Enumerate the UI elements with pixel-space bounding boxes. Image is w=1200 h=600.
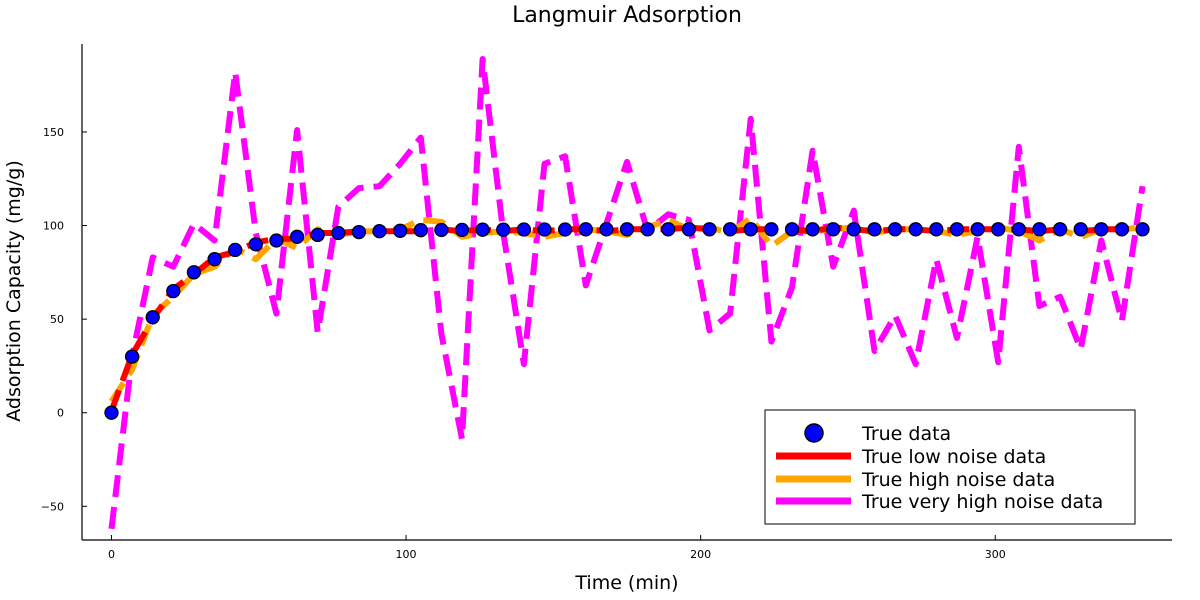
- x-axis-label: Time (min): [574, 572, 678, 594]
- true-data-point: [1011, 222, 1026, 237]
- true-data-point: [186, 265, 202, 280]
- true-data-point: [887, 222, 903, 237]
- true-data-point: [599, 222, 614, 237]
- true-data-point: [743, 222, 758, 237]
- true-data-point: [991, 222, 1006, 237]
- true-data-point: [351, 224, 367, 240]
- y-tick-label: −50: [41, 500, 64, 513]
- y-axis-label: Adsorption Capacity (mg/g): [3, 160, 25, 421]
- true-data-point: [537, 222, 552, 237]
- true-data-point: [908, 222, 923, 237]
- true-data-point: [661, 222, 676, 237]
- y-tick-label: 100: [43, 220, 64, 233]
- true-data-point: [578, 222, 593, 237]
- true-data-point: [1073, 222, 1088, 237]
- y-tick-label: 50: [50, 313, 64, 326]
- true-data-point: [413, 223, 428, 238]
- true-data-point: [228, 242, 243, 258]
- true-data-point: [393, 223, 408, 238]
- true-data-point: [784, 222, 800, 237]
- y-tick-label: 150: [43, 126, 64, 139]
- true-data-point: [1114, 222, 1130, 237]
- true-data-point: [949, 222, 965, 237]
- true-data-point: [310, 227, 325, 243]
- y-tick-label: 0: [57, 407, 64, 420]
- true-data-point: [929, 222, 944, 237]
- true-data-point: [454, 222, 470, 238]
- series-line-very-high-noise: [108, 56, 1146, 530]
- true-data-point: [640, 222, 655, 237]
- legend-label-high-noise: True high noise data: [861, 469, 1055, 491]
- legend-label-very-high-noise: True very high noise data: [861, 491, 1103, 513]
- x-tick-label: 100: [396, 548, 417, 561]
- true-data-point: [970, 222, 985, 237]
- legend-label-true-data: True data: [861, 423, 951, 445]
- x-tick-label: 200: [690, 548, 711, 561]
- true-data-point: [434, 222, 449, 238]
- true-data-point: [1094, 222, 1109, 237]
- true-data-point: [867, 222, 882, 237]
- true-data-point: [702, 222, 717, 237]
- true-data-point: [104, 405, 119, 420]
- true-data-point: [681, 222, 697, 237]
- true-data-point: [475, 222, 490, 237]
- y-ticks: −50 0 50 100 150: [41, 126, 87, 513]
- true-data-point: [1032, 222, 1047, 237]
- plot-area: [104, 56, 1150, 530]
- legend: True data True low noise data True high …: [764, 409, 1136, 525]
- true-data-point: [1135, 222, 1150, 237]
- x-ticks: 0 100 200 300: [108, 535, 1006, 561]
- true-data-point: [248, 237, 263, 252]
- true-data-point: [207, 252, 222, 267]
- series-line-low-noise: [108, 224, 1143, 412]
- x-tick-label: 300: [985, 548, 1006, 561]
- true-data-point: [331, 225, 346, 241]
- true-data-point: [372, 224, 387, 239]
- true-data-point: [289, 229, 305, 244]
- true-data-point: [516, 222, 532, 237]
- true-data-point: [124, 349, 140, 364]
- true-data-point: [496, 222, 511, 237]
- legend-label-low-noise: True low noise data: [861, 446, 1046, 468]
- true-data-point: [166, 283, 181, 299]
- true-data-point: [846, 222, 861, 237]
- x-tick-label: 0: [108, 548, 115, 561]
- true-data-point: [805, 222, 820, 237]
- true-data-point: [826, 222, 841, 237]
- chart-title: Langmuir Adsorption: [512, 3, 742, 28]
- true-data-point: [1052, 222, 1068, 237]
- legend-box: [764, 409, 1136, 525]
- true-data-point: [619, 222, 635, 237]
- true-data-point: [557, 222, 573, 237]
- true-data-point: [764, 222, 779, 237]
- true-data-point: [145, 310, 160, 325]
- true-data-point: [722, 222, 738, 237]
- true-data-point: [269, 233, 284, 248]
- legend-marker-true-data: [804, 423, 824, 443]
